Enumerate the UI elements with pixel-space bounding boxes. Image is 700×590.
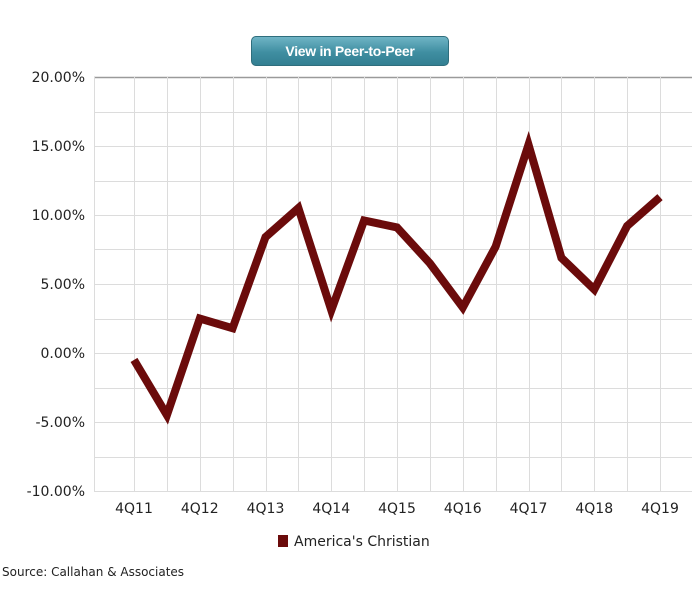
x-tick-label: 4Q11 (115, 501, 153, 517)
line-chart: 20.00% 15.00% 10.00% 5.00% 0.00% -5.00% -10.00… (27, 70, 692, 550)
x-tick-label: 4Q14 (312, 501, 350, 517)
legend-swatch (278, 535, 288, 547)
y-tick-label: 15.00% (32, 139, 85, 155)
x-tick-label: 4Q19 (641, 501, 679, 517)
y-tick-label: 0.00% (41, 346, 85, 362)
x-tick-label: 4Q12 (181, 501, 219, 517)
grid-lines (94, 76, 692, 492)
y-tick-label: 5.00% (41, 277, 85, 293)
axes (94, 77, 692, 492)
y-tick-label: 10.00% (32, 208, 85, 224)
x-tick-label: 4Q16 (444, 501, 482, 517)
source-note: Source: Callahan & Associates (2, 565, 185, 579)
y-tick-label: -5.00% (35, 415, 85, 431)
series-lines (130, 130, 663, 425)
x-tick-label: 4Q13 (247, 501, 285, 517)
y-axis-tick-labels: 20.00% 15.00% 10.00% 5.00% 0.00% -5.00% -10.00… (27, 70, 85, 500)
legend: America's Christian (278, 534, 430, 550)
y-tick-label: 20.00% (32, 70, 85, 86)
x-tick-label: 4Q15 (378, 501, 416, 517)
legend-label: America's Christian (294, 534, 430, 550)
view-in-peer-to-peer-button[interactable]: View in Peer-to-Peer (251, 36, 449, 66)
y-tick-label: -10.00% (27, 484, 85, 500)
x-tick-label: 4Q17 (510, 501, 548, 517)
x-tick-label: 4Q18 (575, 501, 613, 517)
x-axis-tick-labels: 4Q11 4Q12 4Q13 4Q14 4Q15 4Q16 4Q17 4Q18 4Q19 (115, 501, 679, 517)
